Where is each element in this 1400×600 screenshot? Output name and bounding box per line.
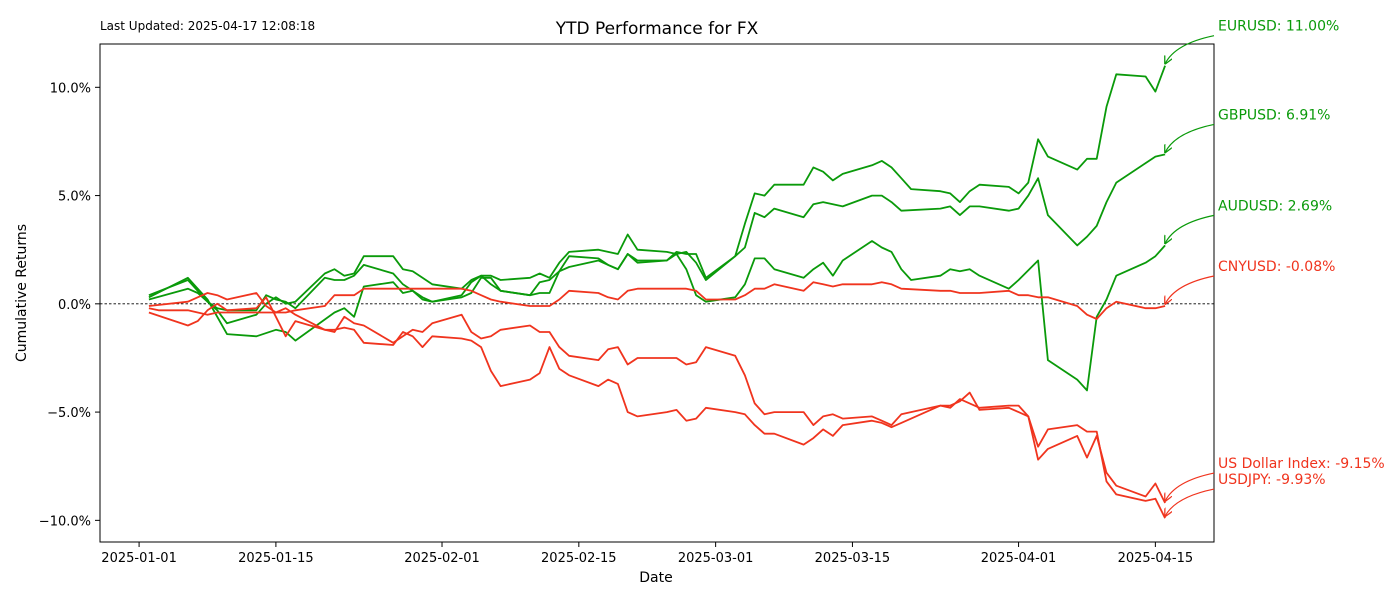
plot-area: 2025-01-01 2025-01-15 2025-02-01 2025-02-15… bbox=[39, 19, 1385, 566]
x-tick-label: 2025-01-15 bbox=[238, 551, 314, 566]
y-axis-label: Cumulative Returns bbox=[14, 224, 30, 362]
annotation-arrow bbox=[1165, 123, 1215, 152]
annotation-label: USDJPY: -9.93% bbox=[1218, 472, 1326, 488]
annotation-arrow bbox=[1165, 488, 1215, 516]
last-updated-label: Last Updated: 2025-04-17 12:08:18 bbox=[100, 19, 315, 33]
x-tick-label: 2025-02-01 bbox=[404, 551, 480, 566]
annotation-label: GBPUSD: 6.91% bbox=[1218, 107, 1330, 123]
annotation-arrow bbox=[1165, 275, 1215, 304]
series-line-cnyusd bbox=[148, 281, 1166, 320]
y-tick-label: −10.0% bbox=[39, 514, 91, 529]
annotation-arrow bbox=[1165, 472, 1215, 501]
annotation-label: EURUSD: 11.00% bbox=[1218, 19, 1339, 35]
plot-frame bbox=[99, 43, 1215, 543]
x-tick-label: 2025-04-15 bbox=[1118, 551, 1194, 566]
y-tick-label: −5.0% bbox=[47, 406, 91, 421]
x-tick-label: 2025-01-01 bbox=[101, 551, 177, 566]
series-line-us-dollar-index bbox=[148, 292, 1166, 504]
y-tick-label: 0.0% bbox=[58, 298, 91, 313]
series-line-usdjpy bbox=[148, 296, 1166, 519]
y-tick-label: 5.0% bbox=[58, 190, 91, 205]
annotation-label: US Dollar Index: -9.15% bbox=[1218, 456, 1385, 472]
annotation-arrow bbox=[1165, 214, 1215, 243]
y-tick-label: 10.0% bbox=[50, 81, 91, 96]
annotation-label: CNYUSD: -0.08% bbox=[1218, 259, 1335, 275]
series-line-gbpusd bbox=[148, 153, 1166, 325]
x-tick-label: 2025-03-15 bbox=[815, 551, 891, 566]
series-line-eurusd bbox=[148, 65, 1166, 342]
chart-title: YTD Performance for FX bbox=[555, 19, 759, 39]
x-tick-label: 2025-03-01 bbox=[678, 551, 754, 566]
x-tick-label: 2025-02-15 bbox=[541, 551, 617, 566]
x-axis-label: Date bbox=[639, 570, 672, 586]
series-line-audusd bbox=[148, 240, 1166, 392]
annotation-arrow bbox=[1165, 35, 1215, 64]
annotation-label: AUDUSD: 2.69% bbox=[1218, 198, 1332, 214]
x-tick-label: 2025-04-01 bbox=[981, 551, 1057, 566]
